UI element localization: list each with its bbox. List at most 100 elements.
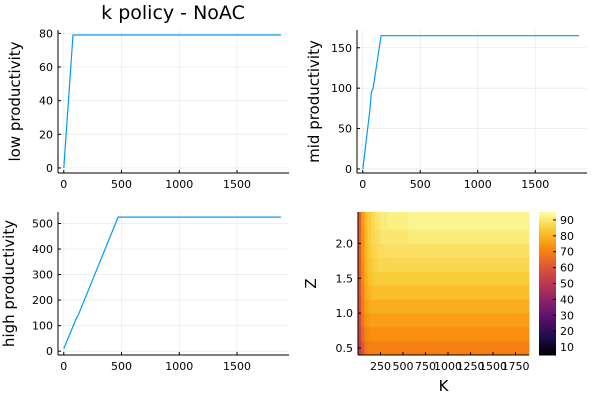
heatmap-cell (374, 299, 378, 314)
x-tick-label: 1500 (479, 360, 507, 373)
heatmap-cell (367, 299, 372, 314)
heatmap-cell (377, 257, 382, 272)
heatmap-cell (408, 229, 530, 244)
heatmap-cell (377, 299, 382, 314)
y-tick-label: 50 (338, 123, 352, 136)
panel-mid-productivity: 0 500 1000 1500 0 50 100 150 mid productivity (305, 30, 587, 191)
heatmap-cell (380, 229, 385, 244)
heatmap-cell (377, 327, 382, 342)
heatmap-cell (380, 299, 385, 314)
colorbar-segment (539, 219, 556, 223)
colorbar-segment (539, 235, 556, 239)
heatmap-cell (408, 327, 530, 342)
heatmap-cell (374, 327, 378, 342)
colorbar-segment (539, 340, 556, 344)
colorbar-segment (539, 324, 556, 327)
heatmap-cell (377, 243, 382, 258)
heatmap-cell (374, 313, 378, 328)
heatmap-cell (387, 341, 391, 356)
x-tick-label: 500 (111, 360, 132, 373)
series-line (63, 216, 281, 349)
colorbar-segment (539, 216, 556, 220)
y-axis-title: high productivity (0, 220, 18, 347)
heatmap-cell (390, 327, 409, 342)
colorbar-segment (539, 238, 556, 242)
heatmap-cell (374, 341, 378, 356)
colorbar-tick-label: 90 (560, 214, 574, 227)
heatmap-cell (374, 285, 378, 300)
heatmap-cell (387, 299, 391, 314)
colorbar-segment (539, 257, 556, 261)
y-tick-label: 60 (39, 61, 53, 74)
heatmap-cell (390, 271, 409, 286)
heatmap-cell (367, 212, 372, 230)
colorbar-segment (539, 252, 556, 256)
heatmap-cell (370, 341, 375, 356)
colorbar-segment (539, 245, 556, 249)
x-tick-label: 500 (410, 178, 431, 191)
x-tick-label: 750 (415, 360, 436, 373)
colorbar-segment (539, 343, 556, 346)
heatmap-cell (408, 212, 530, 230)
heatmap-cell (387, 212, 391, 230)
plot-title: k policy - NoAC (101, 2, 245, 24)
colorbar-segment (539, 242, 556, 246)
colorbar-segment (539, 273, 556, 277)
colorbar-segment (539, 302, 556, 306)
heatmap-cell (383, 285, 388, 300)
x-tick-label: 0 (359, 178, 366, 191)
heatmap-cell (361, 212, 365, 230)
heatmap-cell (361, 271, 365, 286)
colorbar-segment (539, 221, 556, 225)
heatmap-cell (361, 285, 365, 300)
y-tick-label: 1.0 (336, 307, 354, 320)
colorbar-segment (539, 214, 556, 218)
colorbar-segment (539, 309, 556, 313)
y-tick-label: 200 (32, 294, 53, 307)
heatmap-cell (380, 257, 385, 272)
heatmap-cell (383, 299, 388, 314)
heatmap-cell (387, 271, 391, 286)
colorbar-tick-label: 30 (560, 309, 574, 322)
y-axis-title: low productivity (6, 41, 24, 161)
heatmap-cell (380, 285, 385, 300)
heatmap-cell (367, 285, 372, 300)
colorbar-segment (539, 352, 556, 356)
colorbar-segment (539, 333, 556, 337)
colorbar-segment (539, 335, 556, 339)
colorbar-segment (539, 297, 556, 301)
heatmap-cell (358, 285, 362, 300)
colorbar-tick-label: 60 (560, 262, 574, 275)
heatmap-cell (367, 313, 372, 328)
heatmap-cell (361, 257, 365, 272)
heatmap-cell (387, 257, 391, 272)
heatmap-cell (370, 212, 375, 230)
heatmap-cell (377, 341, 382, 356)
heatmap-cell (387, 327, 391, 342)
series-line (362, 35, 579, 170)
y-tick-label: 2.0 (336, 237, 354, 250)
heatmap-cell (364, 327, 369, 342)
colorbar-segment (539, 254, 556, 258)
heatmap-cell (358, 313, 362, 328)
colorbar-segment (539, 250, 556, 254)
heatmap-cell (387, 285, 391, 300)
colorbar-segment (539, 247, 556, 251)
x-tick-label: 0 (60, 360, 67, 373)
colorbar-segment (539, 266, 556, 270)
x-tick-label: 500 (111, 178, 132, 191)
heatmap-cell (358, 327, 362, 342)
colorbar-segment (539, 259, 556, 263)
y-tick-label: 20 (39, 128, 53, 141)
series-line (63, 34, 281, 169)
heatmap-cell (364, 212, 369, 230)
heatmap-cell (387, 243, 391, 258)
heatmap-cell (367, 257, 372, 272)
heatmap-cell (408, 285, 530, 300)
y-tick-label: 500 (32, 217, 53, 230)
heatmap-cell (380, 327, 385, 342)
x-axis-title: K (439, 377, 450, 395)
x-tick-label: 1000 (165, 360, 193, 373)
y-tick-label: 150 (331, 42, 352, 55)
